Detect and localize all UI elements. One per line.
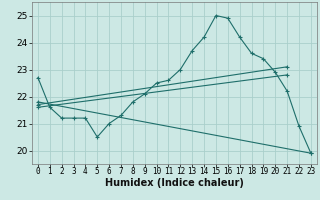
X-axis label: Humidex (Indice chaleur): Humidex (Indice chaleur) — [105, 178, 244, 188]
